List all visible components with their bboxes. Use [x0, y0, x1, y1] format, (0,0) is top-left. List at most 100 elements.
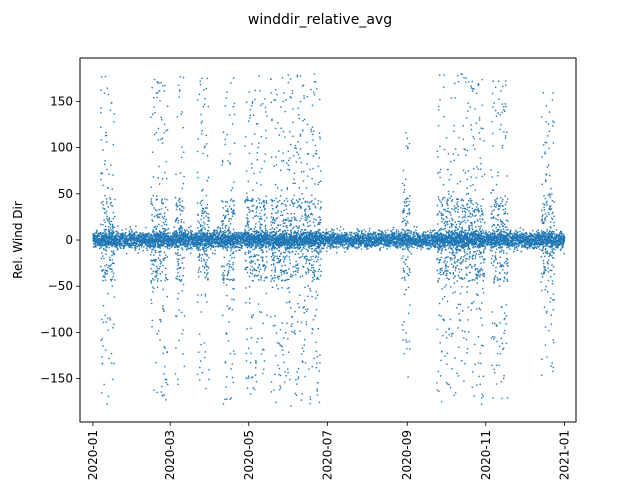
data-point [105, 253, 107, 255]
data-point [244, 243, 247, 245]
data-point [281, 214, 284, 217]
data-point [155, 210, 158, 212]
data-point [177, 219, 180, 222]
data-point [269, 233, 271, 235]
data-point [169, 237, 171, 240]
data-point [138, 234, 140, 236]
data-point [257, 244, 259, 246]
data-point [150, 280, 153, 282]
data-point [181, 111, 183, 113]
data-point [298, 198, 300, 200]
data-point [219, 244, 221, 247]
data-point [112, 143, 115, 146]
data-point [240, 236, 243, 238]
data-point [121, 229, 123, 231]
data-point [263, 208, 266, 211]
data-point [276, 226, 278, 229]
data-point [146, 240, 148, 242]
data-point [117, 225, 119, 227]
data-point [175, 315, 177, 317]
data-point [209, 248, 212, 250]
data-point [184, 244, 186, 246]
data-point [94, 235, 96, 237]
data-point [134, 249, 136, 251]
data-point [295, 234, 297, 236]
data-point [291, 237, 294, 239]
data-point [266, 234, 268, 236]
data-point [275, 206, 278, 209]
data-point [134, 236, 137, 238]
data-point [267, 242, 270, 244]
data-point [281, 233, 283, 235]
data-point [257, 274, 259, 276]
data-point [129, 226, 131, 228]
data-point [281, 244, 283, 247]
data-point [277, 258, 280, 260]
data-point [106, 270, 109, 272]
data-point [298, 117, 301, 120]
data-point [195, 237, 197, 240]
data-point [121, 238, 124, 240]
data-point [296, 227, 299, 229]
data-point [115, 241, 118, 244]
data-point [102, 345, 104, 347]
data-point [285, 279, 287, 281]
data-point [263, 360, 266, 362]
data-point [229, 237, 232, 239]
data-point [279, 238, 281, 240]
data-point [221, 159, 224, 162]
data-point [266, 238, 268, 240]
data-point [112, 251, 114, 253]
data-point [164, 234, 166, 237]
data-point [179, 208, 181, 210]
data-point [250, 163, 253, 165]
data-point [303, 95, 305, 97]
data-point [258, 235, 260, 237]
data-point [167, 232, 169, 234]
data-point [227, 278, 229, 281]
data-point [284, 204, 287, 206]
data-point [203, 342, 206, 344]
data-point [273, 231, 276, 233]
data-point [283, 233, 286, 235]
data-point [245, 260, 247, 262]
data-point [103, 383, 105, 386]
data-point [231, 215, 234, 217]
data-point [303, 97, 305, 99]
data-point [222, 276, 225, 278]
data-point [284, 331, 287, 334]
data-point [199, 232, 201, 234]
data-point [225, 239, 227, 241]
data-point [183, 237, 185, 239]
data-point [274, 268, 276, 271]
data-point [278, 241, 280, 243]
data-point [151, 278, 154, 280]
data-point [101, 237, 104, 240]
data-point [259, 238, 262, 240]
data-point [222, 214, 225, 217]
data-point [275, 232, 277, 234]
data-point [167, 209, 169, 211]
data-point [245, 225, 247, 228]
data-point [232, 240, 234, 242]
data-point [106, 219, 109, 222]
data-point [160, 241, 162, 244]
data-point [266, 238, 269, 240]
data-point [121, 244, 124, 247]
data-point [100, 76, 103, 78]
data-point [158, 230, 161, 232]
data-point [125, 243, 127, 245]
data-point [303, 306, 305, 308]
data-point [247, 245, 250, 247]
data-point [295, 161, 298, 163]
data-point [186, 237, 188, 240]
data-point [216, 241, 219, 243]
data-point [246, 192, 248, 194]
data-point [279, 242, 281, 245]
data-point [270, 242, 272, 245]
data-point [132, 233, 134, 235]
data-point [110, 229, 112, 231]
data-point [285, 250, 287, 252]
data-point [305, 229, 307, 231]
data-point [157, 213, 159, 216]
